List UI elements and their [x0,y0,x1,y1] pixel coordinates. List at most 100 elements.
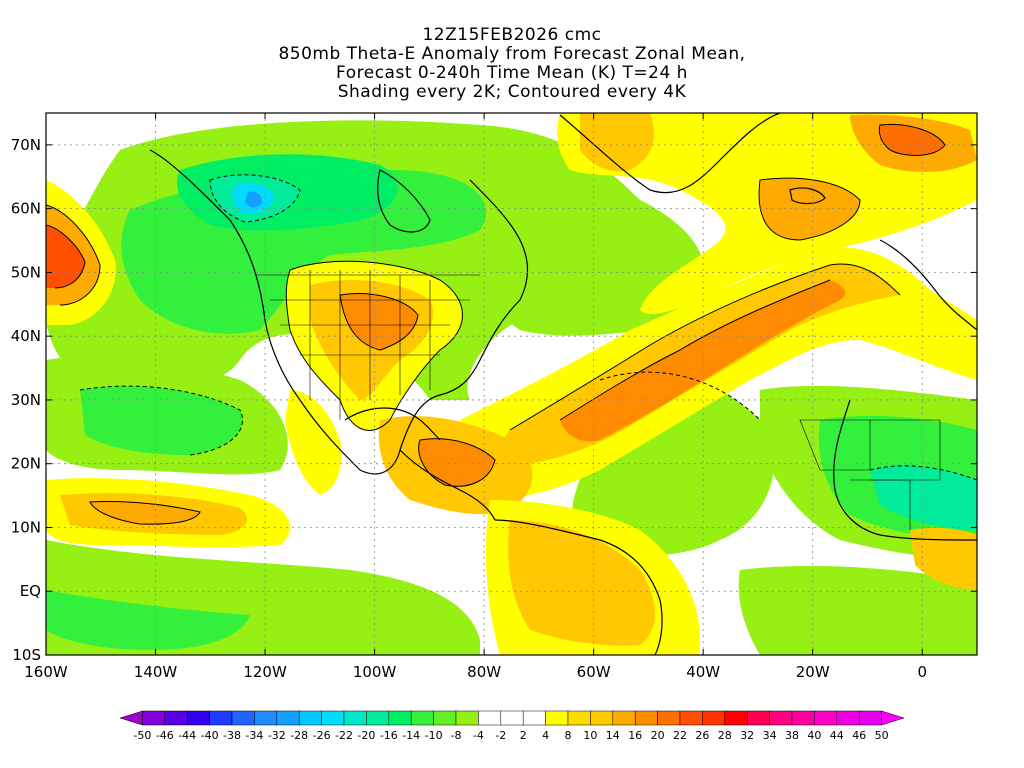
colorbar-label: 34 [763,729,777,742]
colorbar-swatch [478,710,502,726]
gulf-coast [344,407,441,441]
colorbar-swatch [590,710,614,726]
latitude-axis: 70N 60N 50N 40N 30N 20N 10N EQ 10S [11,136,977,664]
plot-frame [45,112,978,656]
colorbar-label: 2 [520,729,527,742]
colorbar-swatch [634,710,658,726]
colorbar-label: -32 [268,729,286,742]
colorbar-label: 20 [651,729,665,742]
colorbar-swatch [142,710,166,726]
colorbar-swatch [276,710,300,726]
colorbar-swatch [209,710,233,726]
colorbar-swatch [769,710,793,726]
green-region-east-pacific-inner [80,386,243,455]
lat-tick-label: 60N [11,200,41,218]
colorbar-swatch [343,710,367,726]
colorbar-swatch [657,710,681,726]
iceland-coast [789,187,826,205]
colorbar-label: 16 [628,729,642,742]
lon-tick-label: 40W [686,663,720,681]
colorbar-label: -44 [178,729,196,742]
colorbar-label: 26 [695,729,709,742]
colorbar-label: 32 [740,729,754,742]
colorbar-swatch [522,710,546,726]
lon-tick-label: 20W [796,663,830,681]
anomaly-shading [46,113,977,655]
africa-coast [833,399,977,541]
colorbar-label: 46 [852,729,866,742]
plot-title: 12Z15FEB2026 cmc 850mb Theta-E Anomaly f… [0,26,1024,102]
lat-tick-label: EQ [20,582,41,600]
colorbar-swatch [836,710,860,726]
lon-tick-label: 0 [917,663,927,681]
colorbar-swatch [679,710,703,726]
colorbar-swatch [814,710,838,726]
colorbar-label: -16 [380,729,398,742]
colorbar-label: 10 [583,729,597,742]
colorbar-swatch [612,710,636,726]
colorbar-label: 44 [830,729,844,742]
green-region-tropics-south-east [738,565,977,655]
warm-region-caribbean-core [418,438,495,487]
colorbar-swatch [410,710,434,726]
lon-tick-label: 140W [134,663,178,681]
lat-tick-label: 50N [11,263,41,281]
anomaly-contours [46,123,977,525]
colorbar-label: 40 [807,729,821,742]
colorbar-label: -34 [245,729,263,742]
lon-tick-label: 120W [243,663,287,681]
colorbar-label: -38 [223,729,241,742]
colorbar-label: -28 [290,729,308,742]
green-region-tropics-west [46,590,250,650]
lon-tick-label: 160W [24,663,68,681]
europe-coast [879,239,977,331]
colorbar-label: -40 [201,729,219,742]
title-line-variable: 850mb Theta-E Anomaly from Forecast Zona… [278,44,746,64]
colorbar: -50 -46 -44 -40 -38 -34 -32 -28 -26 -22 -20 -16 -14-… [119,710,905,742]
coastlines [149,113,977,655]
colorbar-swatch [724,710,748,726]
blue-spot-canada [245,191,263,208]
warm-band-atlantic-core [560,280,846,442]
lat-tick-label: 10N [11,518,41,536]
colorbar-label: -20 [357,729,375,742]
lat-tick-label: 20N [11,455,41,473]
lon-tick-label: 100W [353,663,397,681]
colorbar-label: -46 [156,729,174,742]
warm-strip-mexico [285,390,342,495]
teal-region-africa [870,465,977,530]
colorbar-swatch [186,710,210,726]
political-boundaries [255,270,941,530]
colorbar-swatch [791,710,815,726]
colorbar-swatch [388,710,412,726]
colorbar-label: 8 [565,729,572,742]
longitude-axis: 160W 140W 120W 100W 80W 60W 40W 20W 0 [24,113,927,681]
colorbar-swatch [500,710,524,726]
lon-tick-label: 80W [467,663,501,681]
lon-tick-label: 60W [577,663,611,681]
colorbar-label: -8 [451,729,462,742]
south-america-coast [494,519,663,655]
graticule [46,113,977,655]
warm-region-norway-core [879,124,945,156]
title-line-run: 12Z15FEB2026 cmc [422,25,602,45]
colorbar-swatch [231,710,255,726]
greenland-coast [559,113,781,194]
north-america-coast [149,149,529,475]
colorbar-label: 38 [785,729,799,742]
central-america-coast [399,449,496,521]
lat-tick-label: 70N [11,136,41,154]
colorbar-label: 22 [673,729,687,742]
colorbar-label: 50 [875,729,889,742]
colorbar-swatch [545,710,569,726]
warm-region-iceland [759,178,860,240]
lat-tick-label: 40N [11,327,41,345]
warm-region-greenland-orange [580,113,654,172]
colorbar-label: -4 [473,729,484,742]
colorbar-label: -10 [425,729,443,742]
colorbar-swatch [746,710,770,726]
hudson-bay-coast [377,169,431,233]
colorbar-label: -2 [495,729,506,742]
colorbar-swatch [366,710,390,726]
